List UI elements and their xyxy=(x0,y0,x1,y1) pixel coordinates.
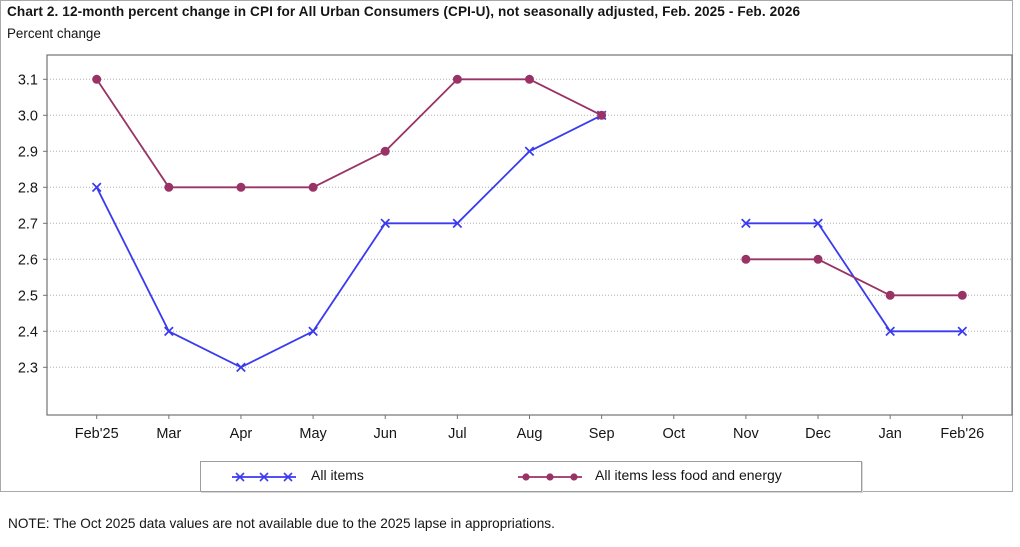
y-tick-label: 3.0 xyxy=(18,108,38,124)
all-items-legend-label: All items xyxy=(311,467,364,483)
y-tick-label: 2.6 xyxy=(18,252,38,268)
y-tick-label: 2.4 xyxy=(18,324,38,340)
all-items-legend-sample-icon xyxy=(232,472,296,482)
y-tick-label: 2.8 xyxy=(18,180,38,196)
x-tick-label: Aug xyxy=(517,426,543,442)
chart-legend: All items All items less food and energy xyxy=(200,461,862,492)
core-cpi-legend-sample-icon xyxy=(518,473,582,481)
x-tick-label: Feb'25 xyxy=(75,426,119,442)
x-tick-label: Apr xyxy=(230,426,253,442)
y-tick-label: 2.7 xyxy=(18,216,38,232)
y-tick-label: 3.1 xyxy=(18,72,38,88)
x-tick-label: Jul xyxy=(448,426,467,442)
core-cpi-legend-label: All items less food and energy xyxy=(595,467,782,483)
x-tick-label: Oct xyxy=(662,426,685,442)
x-tick-label: Nov xyxy=(733,426,760,442)
x-tick-label: Jan xyxy=(878,426,901,442)
y-tick-label: 2.3 xyxy=(18,360,38,376)
x-tick-label: Jun xyxy=(374,426,397,442)
y-tick-label: 2.5 xyxy=(18,288,38,304)
chart-note: NOTE: The Oct 2025 data values are not a… xyxy=(8,516,555,531)
x-tick-label: Feb'26 xyxy=(940,426,984,442)
x-tick-label: Dec xyxy=(805,426,831,442)
y-axis-caption: Percent change xyxy=(7,26,101,41)
chart-title: Chart 2. 12-month percent change in CPI … xyxy=(7,4,801,19)
line-chart-plot: 3.1 3.0 2.9 2.8 2.7 2.6 2.5 2.4 2.3 Feb'25 Mar Apr M… xyxy=(18,54,1013,442)
x-tick-label: May xyxy=(299,426,327,442)
x-tick-label: Sep xyxy=(589,426,615,442)
y-tick-label: 2.9 xyxy=(18,144,38,160)
chart-outer-frame xyxy=(0,0,1013,492)
x-tick-label: Mar xyxy=(156,426,181,442)
